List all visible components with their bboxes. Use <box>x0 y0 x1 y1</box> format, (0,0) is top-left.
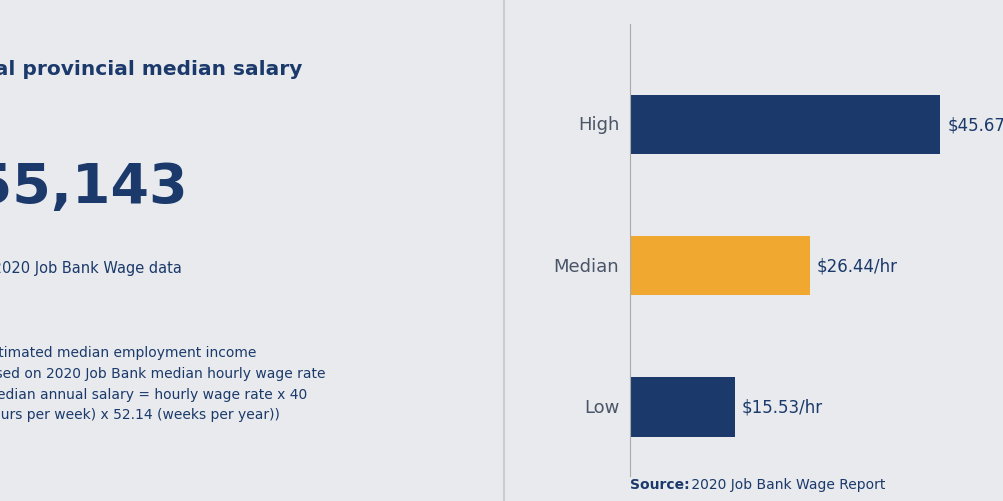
Text: Estimated median employment income
based on 2020 Job Bank median hourly wage rat: Estimated median employment income based… <box>0 346 325 421</box>
Text: $15.53/hr: $15.53/hr <box>741 398 822 416</box>
Text: Low: Low <box>584 398 619 416</box>
Text: $45.67/hr: $45.67/hr <box>947 116 1003 134</box>
Text: Median: Median <box>554 257 619 275</box>
Bar <box>629 377 734 437</box>
Bar <box>629 96 940 155</box>
Text: $26.44/hr: $26.44/hr <box>815 257 897 275</box>
Text: Annual provincial median salary: Annual provincial median salary <box>0 60 302 79</box>
Text: Source:: Source: <box>629 477 688 491</box>
Text: 2020 Job Bank Wage data: 2020 Job Bank Wage data <box>0 261 182 276</box>
Bar <box>629 236 808 296</box>
Text: 2020 Job Bank Wage Report: 2020 Job Bank Wage Report <box>687 477 885 491</box>
Text: High: High <box>578 116 619 134</box>
Text: $55,143: $55,143 <box>0 160 189 214</box>
